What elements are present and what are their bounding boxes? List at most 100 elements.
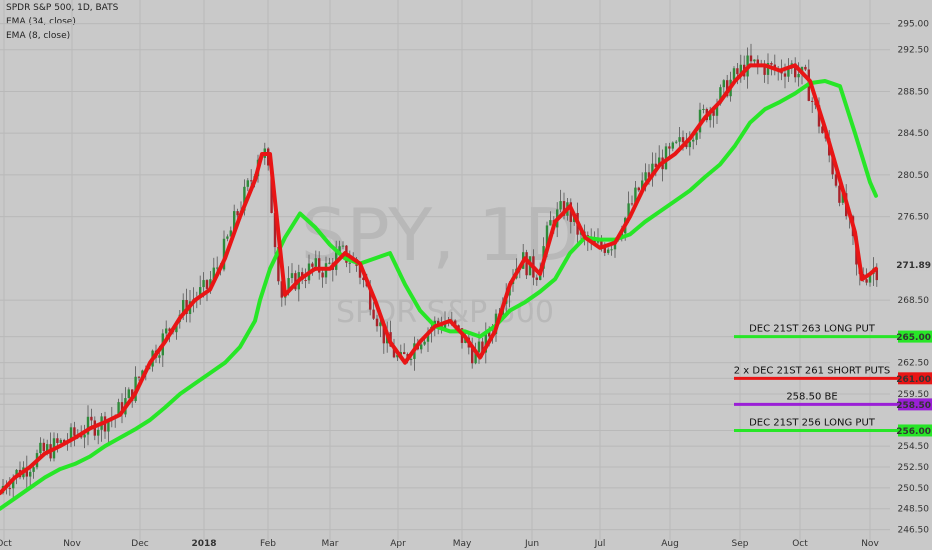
candle-body bbox=[443, 322, 447, 329]
candle-body bbox=[205, 280, 209, 289]
candle-body bbox=[627, 203, 630, 218]
ema-lines bbox=[0, 63, 878, 511]
ema-short-label: EMA (8, close) bbox=[6, 31, 71, 41]
candle-body bbox=[559, 201, 562, 210]
candle-body bbox=[273, 212, 277, 248]
candle-body bbox=[321, 272, 324, 278]
candle-body bbox=[702, 108, 705, 110]
y-tick-label: 252.50 bbox=[898, 463, 930, 473]
candle-body bbox=[484, 331, 487, 353]
candle-body bbox=[39, 442, 42, 454]
price-tag bbox=[898, 398, 932, 411]
candle-body bbox=[821, 126, 824, 134]
candle-body bbox=[117, 402, 120, 416]
candle-body bbox=[481, 341, 484, 353]
candle-body bbox=[804, 66, 807, 70]
candle-body bbox=[403, 352, 406, 355]
chart-title: SPDR S&P 500, 1D, BATS bbox=[6, 3, 119, 13]
ema-long-label: EMA (34, close) bbox=[6, 17, 76, 27]
candle-body bbox=[681, 137, 685, 143]
x-tick-label: Oct bbox=[792, 539, 808, 549]
grid-lines bbox=[0, 0, 890, 540]
y-tick-label: 258.50 bbox=[896, 401, 931, 411]
candle-body bbox=[488, 331, 491, 337]
y-tick-label: 256.00 bbox=[896, 427, 931, 437]
candle-body bbox=[396, 354, 399, 358]
candle-body bbox=[607, 249, 610, 253]
candle-body bbox=[59, 439, 62, 443]
x-tick-label: Jun bbox=[524, 539, 539, 549]
candle-body bbox=[739, 64, 742, 75]
candle-body bbox=[736, 68, 739, 75]
candle-body bbox=[137, 376, 141, 378]
x-tick-label: Aug bbox=[661, 539, 679, 549]
price-tag bbox=[898, 330, 932, 343]
candle-body bbox=[392, 346, 396, 358]
candle-body bbox=[246, 180, 249, 187]
candle-body bbox=[311, 263, 314, 267]
y-tick-label: 295.00 bbox=[898, 20, 930, 30]
candle-body bbox=[338, 246, 341, 253]
candle-body bbox=[97, 429, 100, 436]
candle-body bbox=[831, 155, 834, 175]
price-tag bbox=[898, 372, 932, 385]
candle-body bbox=[243, 186, 246, 211]
candle-body bbox=[726, 80, 729, 97]
candle-body bbox=[596, 240, 600, 243]
candle-body bbox=[603, 246, 606, 253]
candle-body bbox=[651, 163, 654, 178]
candle-body bbox=[69, 427, 73, 442]
candle-body bbox=[668, 146, 671, 149]
candle-body bbox=[770, 63, 773, 65]
candle-body bbox=[107, 419, 110, 432]
y-tick-label: 280.50 bbox=[898, 171, 930, 181]
candle-body bbox=[46, 444, 49, 451]
y-tick-label: 288.50 bbox=[898, 87, 930, 97]
candle-body bbox=[29, 471, 32, 477]
candle-body bbox=[426, 331, 430, 342]
candle-body bbox=[328, 262, 331, 264]
candle-body bbox=[236, 211, 239, 216]
candle-body bbox=[868, 273, 872, 283]
y-tick-label: 248.50 bbox=[898, 505, 930, 515]
candle-body bbox=[695, 132, 698, 140]
candle-body bbox=[637, 187, 640, 191]
candle-body bbox=[749, 55, 753, 62]
candle-body bbox=[209, 279, 212, 289]
candle-body bbox=[763, 63, 766, 75]
candle-body bbox=[722, 80, 725, 88]
candle-body bbox=[233, 211, 236, 231]
x-tick-label: 2018 bbox=[191, 539, 216, 549]
candle-body bbox=[634, 187, 637, 205]
candle-body bbox=[474, 352, 477, 364]
candle-body bbox=[834, 174, 838, 186]
candle-body bbox=[362, 277, 365, 280]
candle-body bbox=[664, 146, 668, 170]
candle-body bbox=[671, 142, 674, 149]
x-tick-label: Feb bbox=[260, 539, 276, 549]
candle-body bbox=[270, 165, 273, 213]
y-tick-label: 254.50 bbox=[898, 442, 930, 452]
price-tag bbox=[898, 258, 932, 271]
candle-body bbox=[290, 273, 294, 279]
candle-body bbox=[654, 163, 657, 168]
candle-body bbox=[647, 172, 651, 178]
candle-body bbox=[229, 230, 232, 237]
candle-body bbox=[630, 203, 634, 205]
candle-body bbox=[783, 73, 787, 77]
candle-body bbox=[314, 258, 317, 267]
candle-body bbox=[369, 286, 372, 310]
candle-body bbox=[120, 402, 124, 415]
candle-body bbox=[127, 389, 130, 399]
x-tick-label: Jul bbox=[594, 539, 606, 549]
candle-body bbox=[549, 220, 552, 226]
candle-body bbox=[280, 281, 283, 298]
candle-body bbox=[437, 320, 440, 325]
candle-body bbox=[865, 279, 868, 283]
watermark-ticker: SPY, 1D bbox=[301, 193, 580, 277]
candle-body bbox=[8, 488, 11, 490]
candle-body bbox=[709, 110, 712, 121]
candle-body bbox=[375, 318, 379, 327]
candle-body bbox=[471, 347, 474, 364]
